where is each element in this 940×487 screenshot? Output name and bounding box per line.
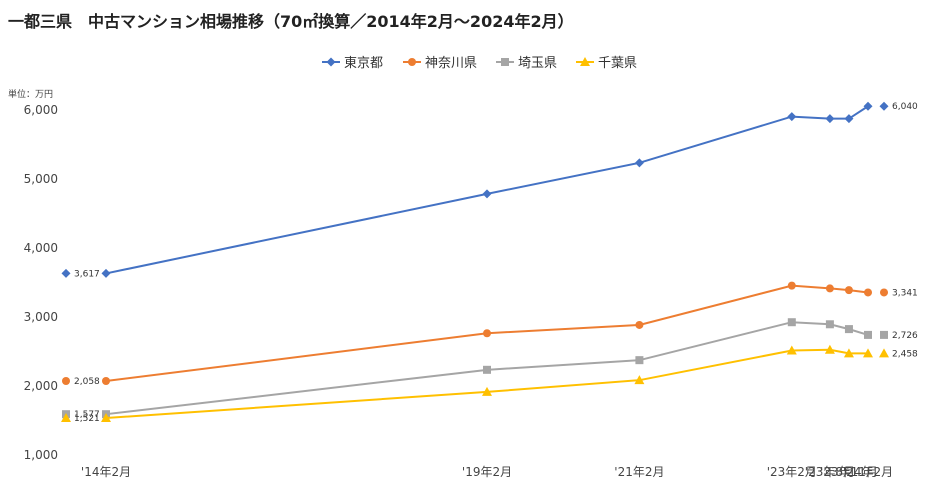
data-point: [787, 112, 797, 122]
data-point: [102, 376, 110, 385]
legend-entry: 千葉県: [598, 56, 637, 71]
x-tick-label: '14年2月: [81, 465, 131, 479]
legend-entry: 神奈川県: [425, 56, 477, 71]
data-point: [825, 284, 834, 293]
x-tick-label: '24年2月: [843, 465, 893, 479]
data-point: [863, 348, 873, 358]
end-label-marker: [879, 348, 889, 358]
y-tick-label: 3,000: [24, 310, 58, 324]
series-line: [105, 348, 868, 420]
start-data-label: 1,577: [74, 410, 100, 420]
y-tick-label: 2,000: [24, 379, 58, 393]
data-point: [844, 286, 853, 295]
x-tick-label: '23年2月: [767, 465, 817, 479]
y-tick-label: 1,000: [24, 448, 58, 462]
legend-entry: 東京都: [344, 55, 383, 71]
data-point: [825, 320, 834, 329]
end-data-label: 2,458: [892, 349, 918, 359]
x-tick-label: '23年8月: [805, 465, 855, 479]
data-point: [825, 114, 835, 124]
data-point: [787, 318, 796, 327]
series-東京都: 3,617 6,040: [61, 101, 918, 279]
legend-marker: [408, 58, 416, 66]
series-千葉県: 1,521 2,458: [61, 344, 918, 424]
data-point: [483, 329, 491, 338]
legend-marker: [501, 58, 509, 66]
y-tick-label: 4,000: [24, 241, 58, 255]
data-point: [101, 268, 111, 278]
x-tick-label: '19年2月: [462, 465, 512, 479]
y-tick-label: 5,000: [24, 172, 58, 186]
data-point: [863, 101, 873, 111]
chart-title: 一都三県 中古マンション相場推移（70㎡換算／2014年2月～2024年2月）: [8, 12, 574, 31]
data-point: [634, 158, 644, 168]
data-point: [482, 386, 492, 396]
x-tick-label: '21年2月: [614, 465, 664, 479]
data-point: [843, 348, 854, 358]
legend-entry: 埼玉県: [518, 56, 557, 71]
y-tick-label: 6,000: [24, 103, 58, 117]
data-point: [482, 189, 492, 199]
start-data-label: 3,617: [74, 269, 100, 279]
legend-marker: [580, 57, 590, 66]
end-data-label: 2,726: [892, 331, 918, 341]
start-label-marker: [62, 376, 70, 385]
x-tick-label: '23年11月: [820, 465, 878, 479]
data-point: [787, 281, 796, 290]
data-point: [844, 325, 853, 334]
legend-marker: [326, 57, 336, 67]
end-label-marker: [880, 288, 888, 297]
start-label-marker: [61, 413, 71, 423]
series-group: 3,617 6,040 2,058 3,341 1,577 2,726 1,521 2,458: [61, 101, 918, 424]
start-data-label: 1,521: [74, 414, 100, 424]
start-data-label: 2,058: [74, 377, 100, 387]
data-point: [864, 330, 872, 339]
x-axis: '14年2月 '19年2月 '21年2月 '23年2月'23年8月'23年11月'24…: [81, 465, 893, 479]
end-data-label: 3,341: [892, 288, 918, 298]
end-label-marker: [879, 101, 889, 111]
y-axis: 1,000 2,000 3,000 4,000 5,000 6,000: [24, 103, 58, 462]
data-point: [864, 288, 872, 297]
legend: 東京都 神奈川県 埼玉県 千葉県: [322, 55, 637, 71]
start-label-marker: [61, 268, 71, 278]
unit-label: 単位：万円: [8, 90, 54, 100]
data-point: [101, 413, 111, 423]
data-point: [635, 320, 644, 329]
data-point: [635, 356, 644, 365]
end-data-label: 6,040: [892, 102, 918, 112]
data-point: [483, 365, 491, 374]
data-point: [634, 375, 645, 385]
data-point: [786, 345, 797, 355]
series-神奈川県: 2,058 3,341: [62, 281, 918, 387]
end-label-marker: [880, 330, 888, 339]
data-point: [824, 344, 835, 354]
data-point: [844, 114, 854, 124]
